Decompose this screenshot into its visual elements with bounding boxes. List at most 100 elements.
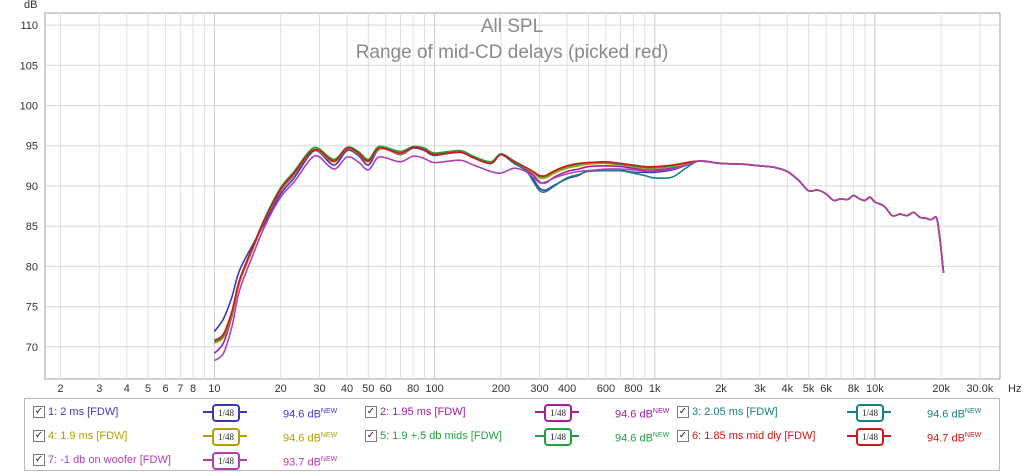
legend-label: 1: 2 ms [FDW] bbox=[48, 406, 119, 418]
chart-subtitle: Range of mid-CD delays (picked red) bbox=[356, 42, 669, 63]
x-tick-label: 20k bbox=[932, 383, 950, 395]
x-tick-label: 6k bbox=[820, 383, 832, 395]
y-axis-ticks: 70 75 80 85 90 95 100 105 110 bbox=[20, 20, 38, 354]
x-axis-unit-label: Hz bbox=[1008, 383, 1021, 395]
legend-level: 94.6 dBNEW bbox=[615, 408, 670, 421]
legend-level: 94.6 dBNEW bbox=[283, 408, 338, 421]
legend-level: 94.7 dBNEW bbox=[927, 432, 982, 445]
legend-label: 4: 1.9 ms [FDW] bbox=[48, 430, 128, 442]
legend-label: 5: 1.9 +.5 db mids [FDW] bbox=[380, 430, 502, 442]
legend-item[interactable]: ✓ 5: 1.9 +.5 db mids [FDW] 1/48 94.6 dBNEW bbox=[365, 426, 685, 446]
legend-level: 94.6 dBNEW bbox=[283, 432, 338, 445]
legend-level: 94.6 dBNEW bbox=[615, 432, 670, 445]
legend-item[interactable]: ✓ 6: 1.85 ms mid dly [FDW] 1/48 94.7 dBNEW bbox=[677, 426, 997, 446]
legend-checkbox[interactable]: ✓ bbox=[33, 430, 45, 442]
x-tick-label: 10k bbox=[866, 383, 884, 395]
smoothing-button[interactable]: 1/48 bbox=[847, 428, 891, 446]
legend-level: 94.6 dBNEW bbox=[927, 408, 982, 421]
y-tick-label: 90 bbox=[26, 181, 38, 193]
smoothing-button[interactable]: 1/48 bbox=[535, 404, 579, 422]
x-tick-label: 80 bbox=[407, 383, 419, 395]
legend-item[interactable]: ✓ 4: 1.9 ms [FDW] 1/48 94.6 dBNEW bbox=[33, 426, 353, 446]
x-tick-label: 30.0k bbox=[966, 383, 993, 395]
legend-label: 3: 2.05 ms [FDW] bbox=[692, 406, 778, 418]
x-tick-label: 8k bbox=[848, 383, 860, 395]
x-tick-label: 10 bbox=[208, 383, 220, 395]
new-tag: NEW bbox=[652, 408, 670, 415]
legend: ✓ 1: 2 ms [FDW] 1/48 94.6 dBNEW ✓ 2: 1.95 ms … bbox=[24, 398, 1000, 471]
legend-checkbox[interactable]: ✓ bbox=[677, 430, 689, 442]
spl-chart: 70 75 80 85 90 95 100 105 110 2 3 4 5 6 7 8 10 20 30 40 50 6… bbox=[20, 0, 1022, 395]
smoothing-button[interactable]: 1/48 bbox=[203, 404, 247, 422]
legend-label: 2: 1.95 ms [FDW] bbox=[380, 406, 466, 418]
legend-label: 7: -1 db on woofer [FDW] bbox=[48, 454, 171, 466]
smoothing-label: 1/48 bbox=[212, 404, 240, 422]
x-tick-label: 800 bbox=[624, 383, 642, 395]
x-tick-label: 100 bbox=[425, 383, 443, 395]
x-tick-label: 300 bbox=[530, 383, 548, 395]
legend-checkbox[interactable]: ✓ bbox=[365, 406, 377, 418]
legend-checkbox[interactable]: ✓ bbox=[33, 454, 45, 466]
legend-label: 6: 1.85 ms mid dly [FDW] bbox=[692, 430, 816, 442]
x-tick-label: 600 bbox=[597, 383, 615, 395]
legend-checkbox[interactable]: ✓ bbox=[677, 406, 689, 418]
smoothing-label: 1/48 bbox=[212, 452, 240, 470]
y-tick-label: 110 bbox=[20, 20, 38, 32]
legend-level: 93.7 dBNEW bbox=[283, 456, 338, 469]
legend-checkbox[interactable]: ✓ bbox=[365, 430, 377, 442]
x-tick-label: 30 bbox=[313, 383, 325, 395]
new-tag: NEW bbox=[320, 456, 338, 463]
y-tick-label: 95 bbox=[26, 141, 38, 153]
legend-item[interactable]: ✓ 7: -1 db on woofer [FDW] 1/48 93.7 dBNEW bbox=[33, 450, 353, 470]
plot-area bbox=[44, 12, 1001, 380]
x-tick-label: 6 bbox=[163, 383, 169, 395]
x-tick-label: 3 bbox=[96, 383, 102, 395]
x-tick-label: 200 bbox=[492, 383, 510, 395]
x-tick-label: 5 bbox=[145, 383, 151, 395]
smoothing-label: 1/48 bbox=[212, 428, 240, 446]
legend-item[interactable]: ✓ 1: 2 ms [FDW] 1/48 94.6 dBNEW bbox=[33, 402, 353, 422]
legend-item[interactable]: ✓ 3: 2.05 ms [FDW] 1/48 94.6 dBNEW bbox=[677, 402, 997, 422]
smoothing-button[interactable]: 1/48 bbox=[203, 428, 247, 446]
new-tag: NEW bbox=[964, 408, 982, 415]
x-tick-label: 4k bbox=[781, 383, 793, 395]
x-tick-label: 2 bbox=[57, 383, 63, 395]
new-tag: NEW bbox=[320, 432, 338, 439]
x-tick-label: 2k bbox=[715, 383, 727, 395]
x-tick-label: 4 bbox=[124, 383, 130, 395]
smoothing-label: 1/48 bbox=[856, 404, 884, 422]
y-tick-label: 85 bbox=[26, 221, 38, 233]
y-tick-label: 80 bbox=[26, 261, 38, 273]
smoothing-label: 1/48 bbox=[544, 428, 572, 446]
smoothing-button[interactable]: 1/48 bbox=[203, 452, 247, 470]
y-tick-label: 105 bbox=[20, 60, 38, 72]
smoothing-label: 1/48 bbox=[856, 428, 884, 446]
x-tick-label: 8 bbox=[190, 383, 196, 395]
y-tick-label: 70 bbox=[26, 342, 38, 354]
x-tick-label: 40 bbox=[341, 383, 353, 395]
x-tick-label: 50 bbox=[362, 383, 374, 395]
x-tick-label: 400 bbox=[558, 383, 576, 395]
grid bbox=[45, 13, 1000, 379]
x-tick-label: 3k bbox=[754, 383, 766, 395]
new-tag: NEW bbox=[964, 432, 982, 439]
series-layer bbox=[213, 145, 945, 362]
x-tick-label: 5k bbox=[803, 383, 815, 395]
x-axis-ticks: 2 3 4 5 6 7 8 10 20 30 40 50 60 80 100 200 300 400 600 800 1… bbox=[57, 383, 993, 395]
chart-title: All SPL bbox=[481, 16, 543, 37]
smoothing-button[interactable]: 1/48 bbox=[535, 428, 579, 446]
new-tag: NEW bbox=[320, 408, 338, 415]
y-axis-label: dB bbox=[24, 0, 37, 11]
series-line-7 bbox=[213, 154, 945, 362]
x-tick-label: 20 bbox=[275, 383, 287, 395]
x-tick-label: 60 bbox=[380, 383, 392, 395]
x-tick-label: 1k bbox=[649, 383, 661, 395]
smoothing-label: 1/48 bbox=[544, 404, 572, 422]
x-tick-label: 7 bbox=[177, 383, 183, 395]
y-tick-label: 75 bbox=[26, 302, 38, 314]
smoothing-button[interactable]: 1/48 bbox=[847, 404, 891, 422]
y-tick-label: 100 bbox=[20, 101, 38, 113]
legend-item[interactable]: ✓ 2: 1.95 ms [FDW] 1/48 94.6 dBNEW bbox=[365, 402, 685, 422]
legend-checkbox[interactable]: ✓ bbox=[33, 406, 45, 418]
new-tag: NEW bbox=[652, 432, 670, 439]
